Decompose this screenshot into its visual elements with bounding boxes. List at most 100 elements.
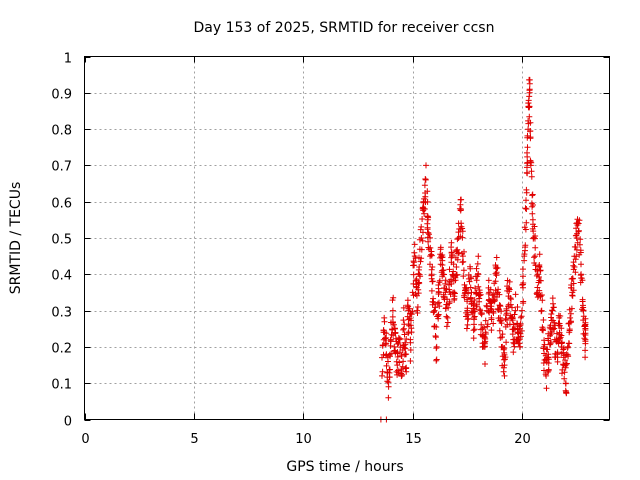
data-point [407, 347, 414, 353]
data-point [383, 362, 390, 369]
data-point [479, 332, 486, 339]
data-point [582, 315, 589, 322]
data-point [570, 287, 577, 294]
data-point [503, 310, 510, 317]
data-point [421, 182, 428, 189]
data-point [416, 280, 423, 286]
data-point [526, 80, 533, 87]
data-point [490, 291, 497, 298]
data-point [448, 276, 455, 283]
y-tick-label: 0.2 [51, 342, 72, 357]
data-point [454, 271, 460, 278]
data-point [453, 264, 460, 270]
data-point [579, 298, 586, 305]
data-point [396, 359, 403, 366]
data-point [458, 206, 464, 213]
data-point [465, 290, 472, 297]
data-point [497, 303, 504, 310]
data-point [397, 335, 403, 342]
data-point [410, 271, 417, 278]
data-point [514, 304, 521, 310]
data-point [482, 361, 488, 367]
data-point [582, 340, 589, 347]
data-point [521, 224, 528, 231]
data-point [468, 275, 475, 282]
data-point [379, 372, 385, 379]
data-point [436, 303, 443, 310]
data-point [464, 305, 471, 312]
data-point [459, 253, 466, 260]
data-point [407, 336, 414, 343]
data-point [526, 86, 533, 93]
data-point [431, 307, 438, 314]
data-point [499, 331, 506, 338]
data-point [488, 327, 495, 334]
data-point [572, 269, 579, 276]
data-point [471, 308, 478, 315]
data-point [523, 206, 530, 212]
data-point [425, 238, 432, 245]
data-point [433, 343, 440, 350]
y-tick-label: 0.8 [51, 124, 72, 139]
data-point [451, 293, 458, 300]
data-point [443, 286, 450, 292]
data-point [548, 314, 554, 321]
data-point [491, 298, 498, 305]
y-tick-label: 1 [64, 52, 72, 67]
data-point [454, 256, 461, 263]
data-point [540, 326, 547, 332]
data-point [414, 310, 421, 316]
data-point [524, 144, 531, 151]
data-point [476, 292, 483, 299]
data-point [567, 314, 574, 321]
data-point [515, 337, 522, 344]
data-point [520, 284, 526, 291]
data-point [528, 173, 535, 180]
data-point [490, 310, 497, 316]
data-point [456, 249, 462, 256]
data-point [379, 342, 386, 349]
data-point [554, 354, 561, 361]
data-point [386, 366, 393, 373]
data-point [471, 326, 478, 333]
data-point [382, 335, 388, 342]
data-point [553, 330, 560, 337]
data-point [405, 305, 412, 312]
data-point [570, 280, 577, 287]
data-point [449, 251, 456, 258]
data-point [528, 159, 535, 166]
data-point [497, 334, 504, 341]
data-point [386, 351, 393, 358]
data-point [441, 271, 447, 278]
data-point [539, 297, 546, 304]
data-point [427, 234, 433, 241]
data-point [563, 361, 570, 368]
data-point [532, 233, 539, 239]
data-point [578, 261, 584, 268]
data-point [427, 244, 434, 251]
x-tick-label: 15 [405, 432, 422, 447]
data-point [558, 332, 565, 339]
data-point [473, 301, 480, 308]
data-point [537, 277, 544, 284]
y-tick-label: 0.4 [51, 269, 72, 284]
data-point [551, 325, 558, 332]
data-point [522, 205, 529, 212]
data-point [403, 336, 410, 342]
data-point [548, 329, 555, 336]
data-point [574, 222, 581, 228]
data-point [382, 334, 389, 341]
data-point [530, 228, 537, 235]
data-point [418, 255, 425, 262]
data-point [566, 329, 573, 336]
data-point [424, 220, 431, 227]
data-point [534, 271, 541, 278]
data-point [508, 296, 514, 303]
data-point [401, 331, 408, 338]
y-tick-label: 0.3 [51, 306, 72, 321]
data-point [412, 277, 419, 284]
data-point [524, 149, 530, 156]
data-point [556, 322, 563, 329]
data-point [512, 307, 519, 314]
data-point [581, 335, 588, 342]
